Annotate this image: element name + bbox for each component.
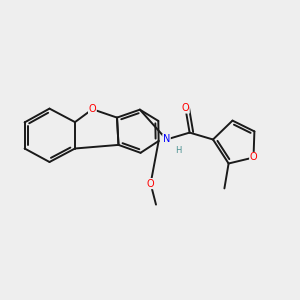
Text: O: O (182, 103, 189, 113)
Text: O: O (88, 104, 96, 114)
Text: O: O (147, 178, 154, 189)
Text: N: N (163, 134, 170, 145)
Text: H: H (175, 146, 181, 155)
Text: O: O (250, 152, 257, 163)
